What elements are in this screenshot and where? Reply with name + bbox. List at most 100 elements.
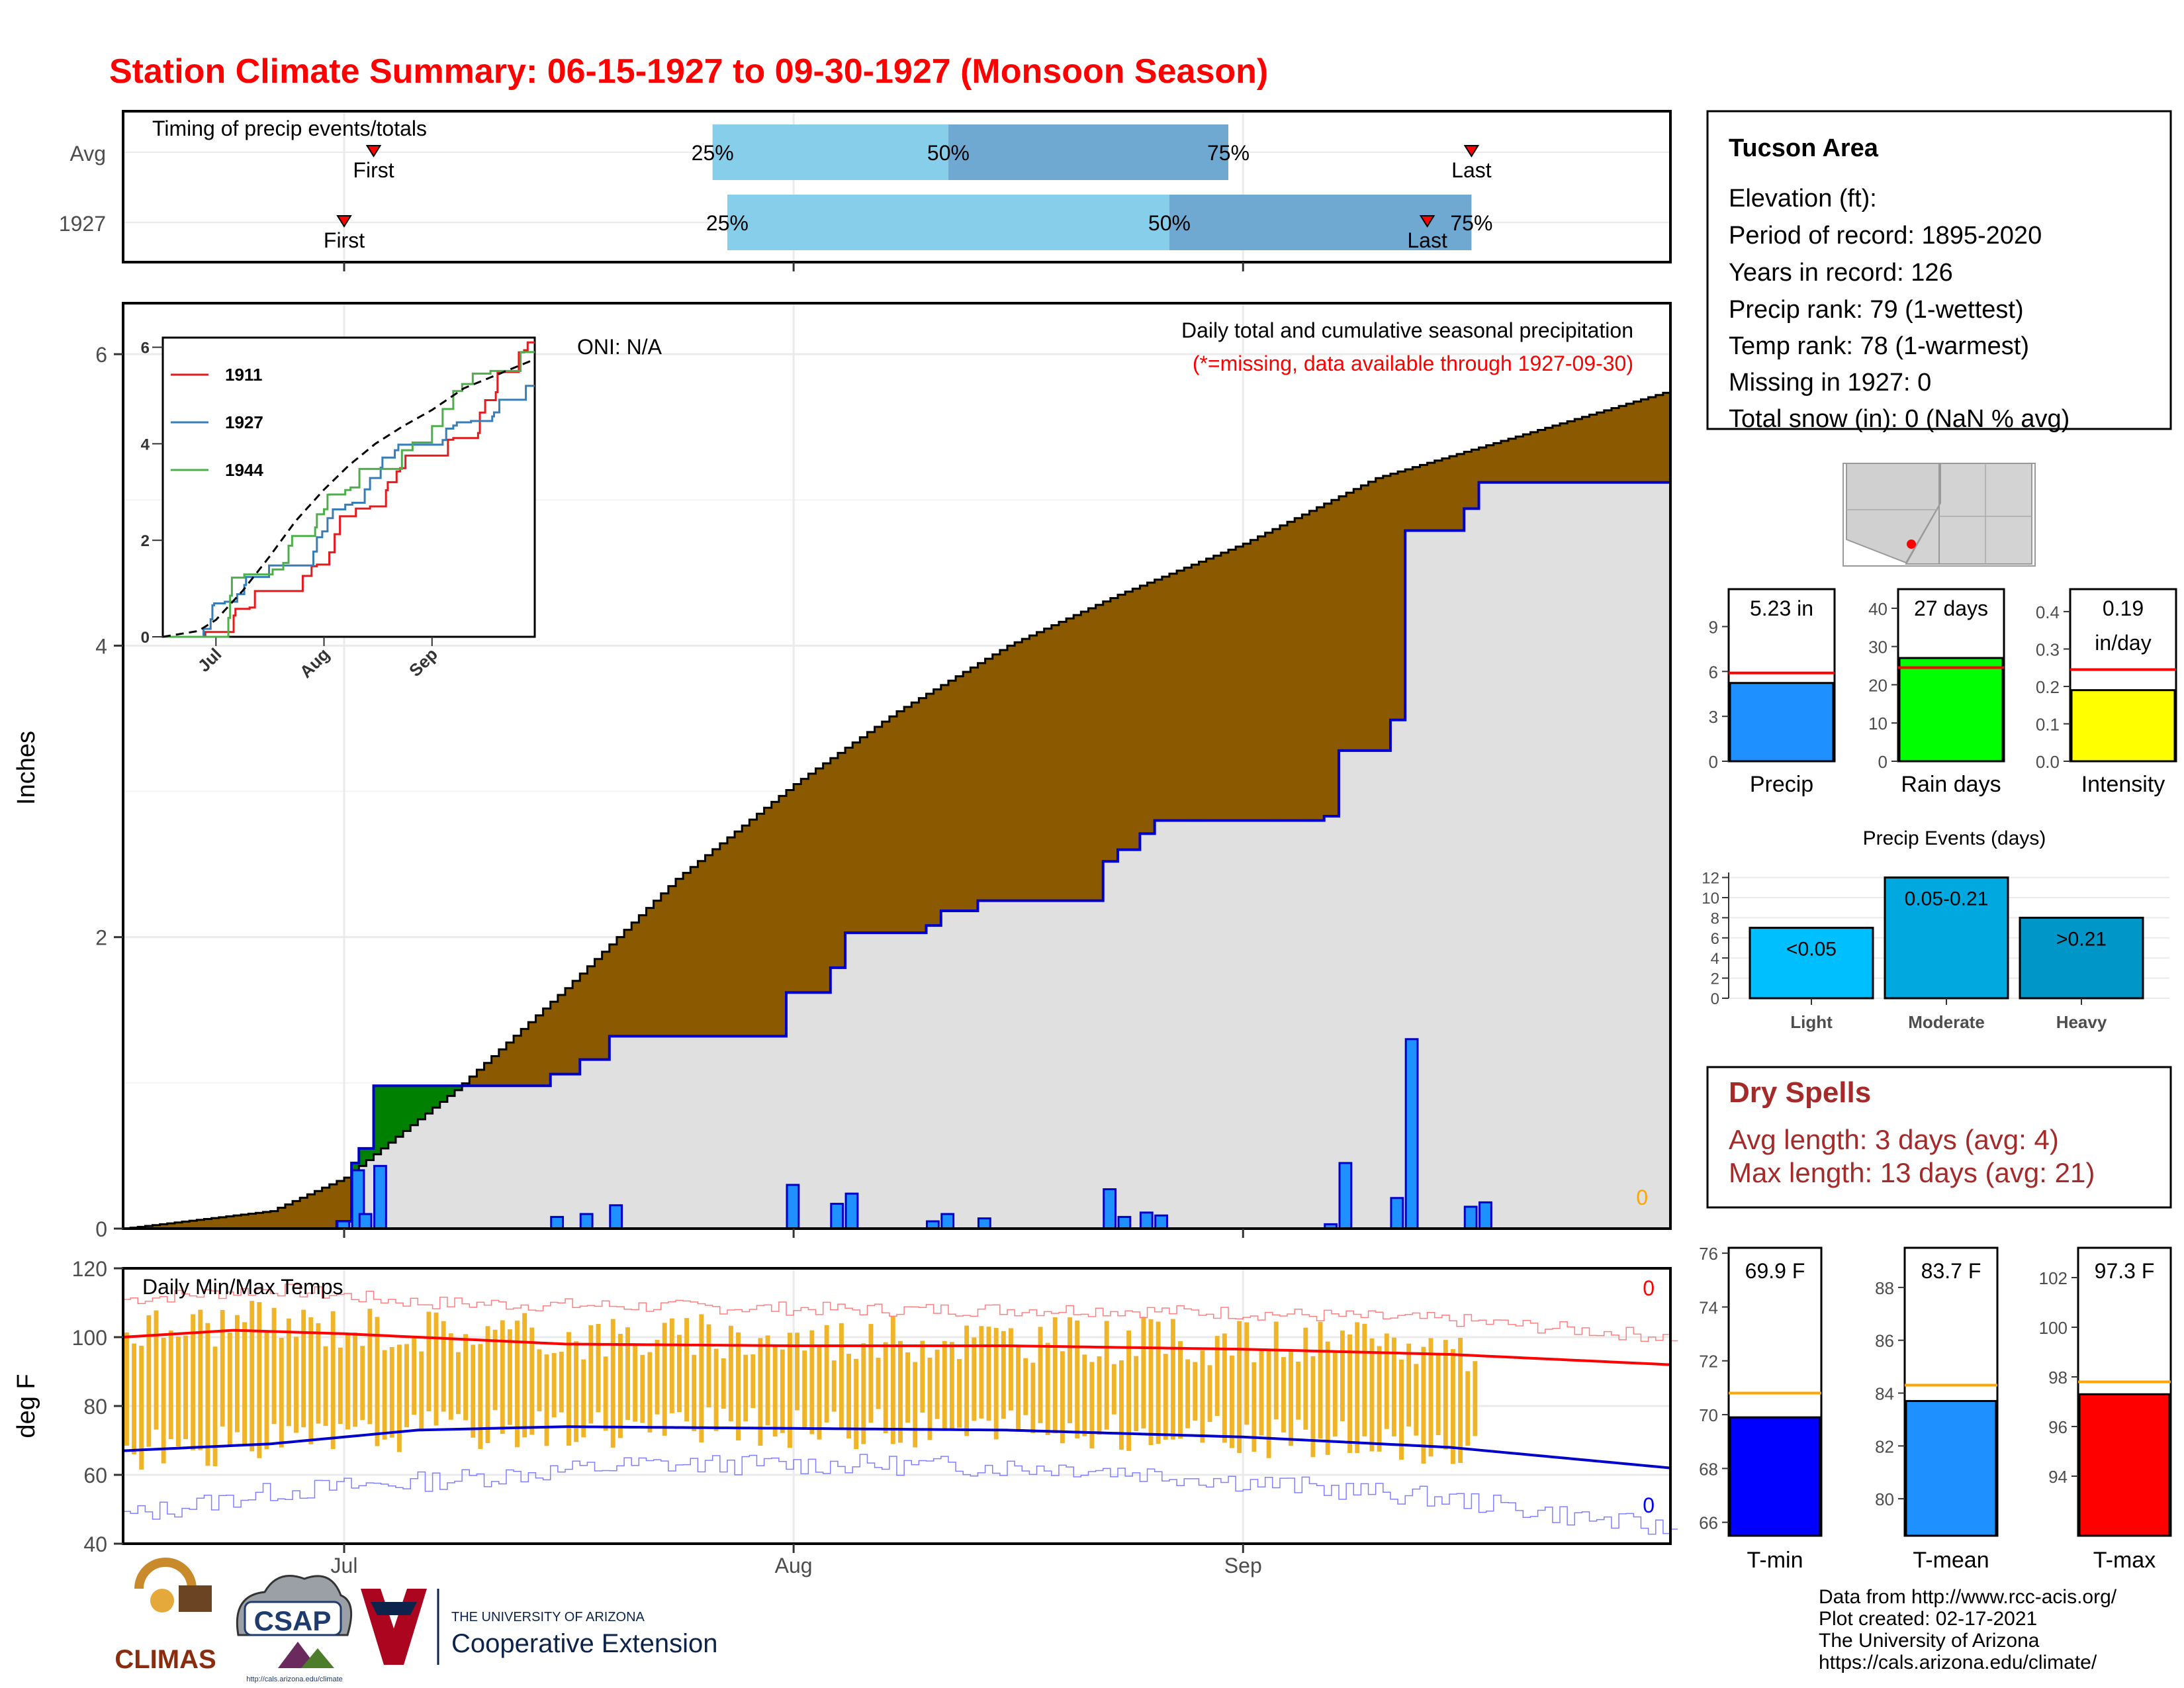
events-ytick-label: 12 — [1702, 870, 1719, 888]
mini-bar-value-label: 27 days — [1914, 596, 1988, 620]
daily-temp-bar — [831, 1360, 837, 1412]
daily-temp-bar — [1259, 1349, 1264, 1436]
timing-last-marker — [1463, 145, 1480, 158]
deficit-fill — [963, 671, 971, 912]
timing-first-marker — [365, 145, 382, 158]
deficit-fill — [631, 922, 639, 1037]
deficit-fill — [1022, 639, 1030, 901]
deficit-fill — [1029, 635, 1038, 901]
daily-temp-bar — [154, 1310, 159, 1430]
daily-precip-bar — [786, 1184, 800, 1230]
temp-bar-ytick-label: 80 — [1875, 1489, 1894, 1509]
daily-temp-bar — [1281, 1357, 1286, 1432]
mini-bar-chart-precip: 0 3 6 9 5.23 in Precip — [1709, 588, 1836, 797]
mini-bar-value — [2070, 689, 2176, 763]
timing-bar-25-50 — [712, 124, 948, 180]
deficit-fill — [1036, 632, 1045, 901]
observed-cumulative-line — [123, 481, 1670, 1230]
daily-temp-bar — [957, 1359, 962, 1428]
deficit-fill — [808, 773, 817, 993]
deficit-fill — [1250, 539, 1259, 821]
daily-precip-bar — [373, 1164, 387, 1230]
deficit-fill — [764, 808, 772, 1037]
events-title: Precip Events (days) — [1863, 827, 2046, 849]
daily-temp-bar — [471, 1344, 476, 1438]
deficit-fill — [255, 1213, 264, 1229]
daily-temp-bar — [728, 1325, 733, 1422]
daily-temp-bar — [433, 1312, 439, 1426]
avg-min-temp-line — [122, 1425, 1671, 1470]
daily-temp-bar — [751, 1354, 756, 1409]
footer-credits: Data from http://www.rcc-acis.org/ Plot … — [1819, 1586, 2117, 1673]
daily-temp-bar — [1038, 1327, 1043, 1423]
daily-precip-bar — [358, 1213, 373, 1230]
daily-temp-bar — [515, 1320, 520, 1448]
daily-temp-bar — [1340, 1331, 1345, 1422]
deficit-fill — [1655, 395, 1664, 483]
deficit-fill — [226, 1216, 234, 1229]
daily-temp-bar — [861, 1343, 866, 1444]
daily-temp-bar — [1178, 1341, 1183, 1439]
deficit-fill — [484, 1062, 492, 1086]
deficit-fill — [167, 1223, 175, 1229]
temp-bar-ytick-label: 68 — [1699, 1459, 1718, 1479]
daily-temp-bar — [854, 1358, 859, 1450]
daily-temp-bar — [1075, 1320, 1080, 1438]
temp-bar-value-label: 97.3 F — [2095, 1259, 2155, 1283]
surplus-fill — [373, 1086, 382, 1154]
daily-temp-bar — [581, 1359, 586, 1438]
deficit-fill — [1154, 579, 1163, 821]
daily-temp-bar — [721, 1358, 726, 1409]
deficit-fill — [1058, 622, 1067, 901]
mini-bar-ytick-label: 20 — [1868, 675, 1888, 695]
timing-last-label: Last — [1451, 158, 1492, 182]
deficit-fill — [1427, 463, 1435, 531]
deficit-fill — [867, 731, 876, 933]
deficit-fill — [1552, 425, 1561, 483]
mini-bar-ytick-label: 9 — [1709, 618, 1718, 637]
deficit-fill — [1103, 601, 1111, 862]
deficit-fill — [174, 1222, 183, 1229]
daily-temp-bar — [898, 1340, 903, 1443]
surplus-fill — [425, 1086, 433, 1114]
deficit-fill — [978, 663, 986, 901]
deficit-fill — [992, 654, 1001, 901]
surplus-fill — [418, 1086, 426, 1119]
deficit-fill — [911, 702, 919, 933]
mini-bar-ytick-label: 0 — [1709, 752, 1718, 772]
timing-last-marker — [1419, 215, 1435, 228]
deficit-fill — [786, 790, 794, 993]
daily-temp-bar — [993, 1328, 999, 1440]
deficit-fill — [1279, 525, 1288, 821]
inset-legend-label: 1911 — [225, 365, 262, 385]
temp-bar-value — [1905, 1399, 1997, 1537]
deficit-fill — [668, 886, 676, 1037]
deficit-fill — [528, 1022, 537, 1086]
daily-temp-bar — [876, 1358, 881, 1409]
daily-temp-bar — [301, 1309, 306, 1428]
daily-temp-bar — [1200, 1350, 1205, 1443]
daily-precip-bar — [1479, 1201, 1492, 1230]
surplus-fill — [447, 1086, 455, 1096]
deficit-fill — [1508, 438, 1516, 483]
daily-temp-bar — [684, 1318, 690, 1422]
daily-temp-bar — [522, 1313, 527, 1438]
temp-bar-ytick-label: 72 — [1699, 1352, 1718, 1372]
daily-temp-bar — [1303, 1327, 1308, 1430]
climas-logo: CLIMAS — [114, 1558, 216, 1674]
daily-temp-bar — [1296, 1361, 1301, 1420]
deficit-fill — [1044, 628, 1052, 901]
daily-temp-bar — [647, 1352, 653, 1432]
inset-average-line — [162, 358, 535, 638]
surplus-fill — [359, 1148, 367, 1166]
deficit-fill — [1361, 485, 1369, 751]
inset-series-line — [163, 351, 535, 638]
surplus-fill — [388, 1086, 396, 1143]
deficit-fill — [248, 1213, 256, 1229]
deficit-fill — [1295, 518, 1302, 821]
deficit-fill — [1125, 591, 1133, 850]
deficit-fill — [550, 1002, 559, 1074]
timing-label: Timing of precip events/totals — [152, 117, 427, 140]
temp-bar-ytick-label: 102 — [2039, 1268, 2068, 1288]
temp-bar-ytick-label: 74 — [1699, 1297, 1718, 1317]
